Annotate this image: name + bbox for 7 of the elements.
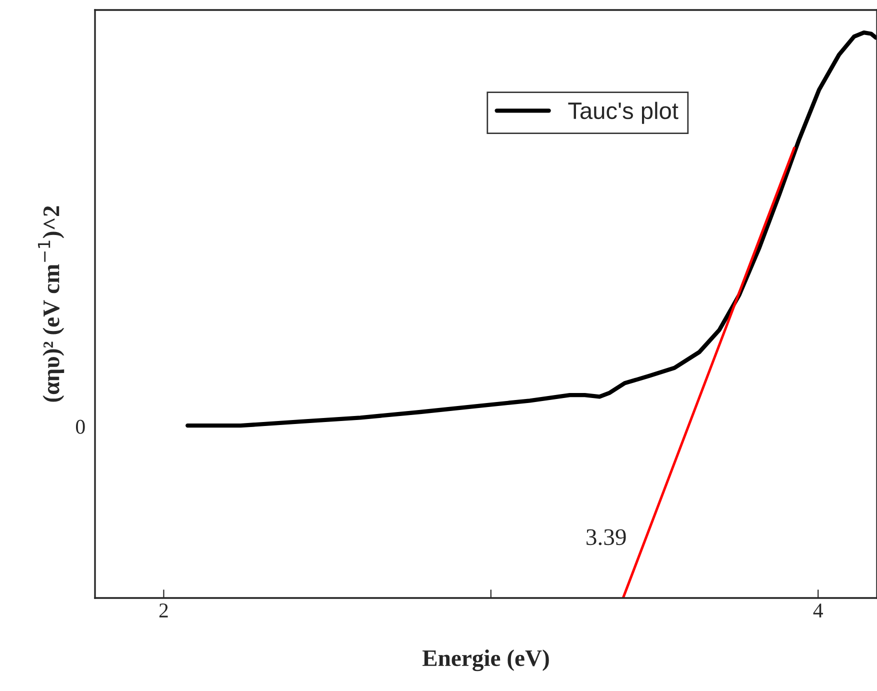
legend-label: Tauc's plot [568,102,678,124]
x-tick-label: 4 [813,604,823,618]
annotation: 3.39 [586,529,626,546]
y-axis-title: (αηυ)² (eV cm$^{−1}$)^2 [38,206,64,402]
x-axis-title: Energie (eV) [422,650,549,672]
text: 0 [76,420,85,434]
x-tick-label: 2 [159,604,168,618]
